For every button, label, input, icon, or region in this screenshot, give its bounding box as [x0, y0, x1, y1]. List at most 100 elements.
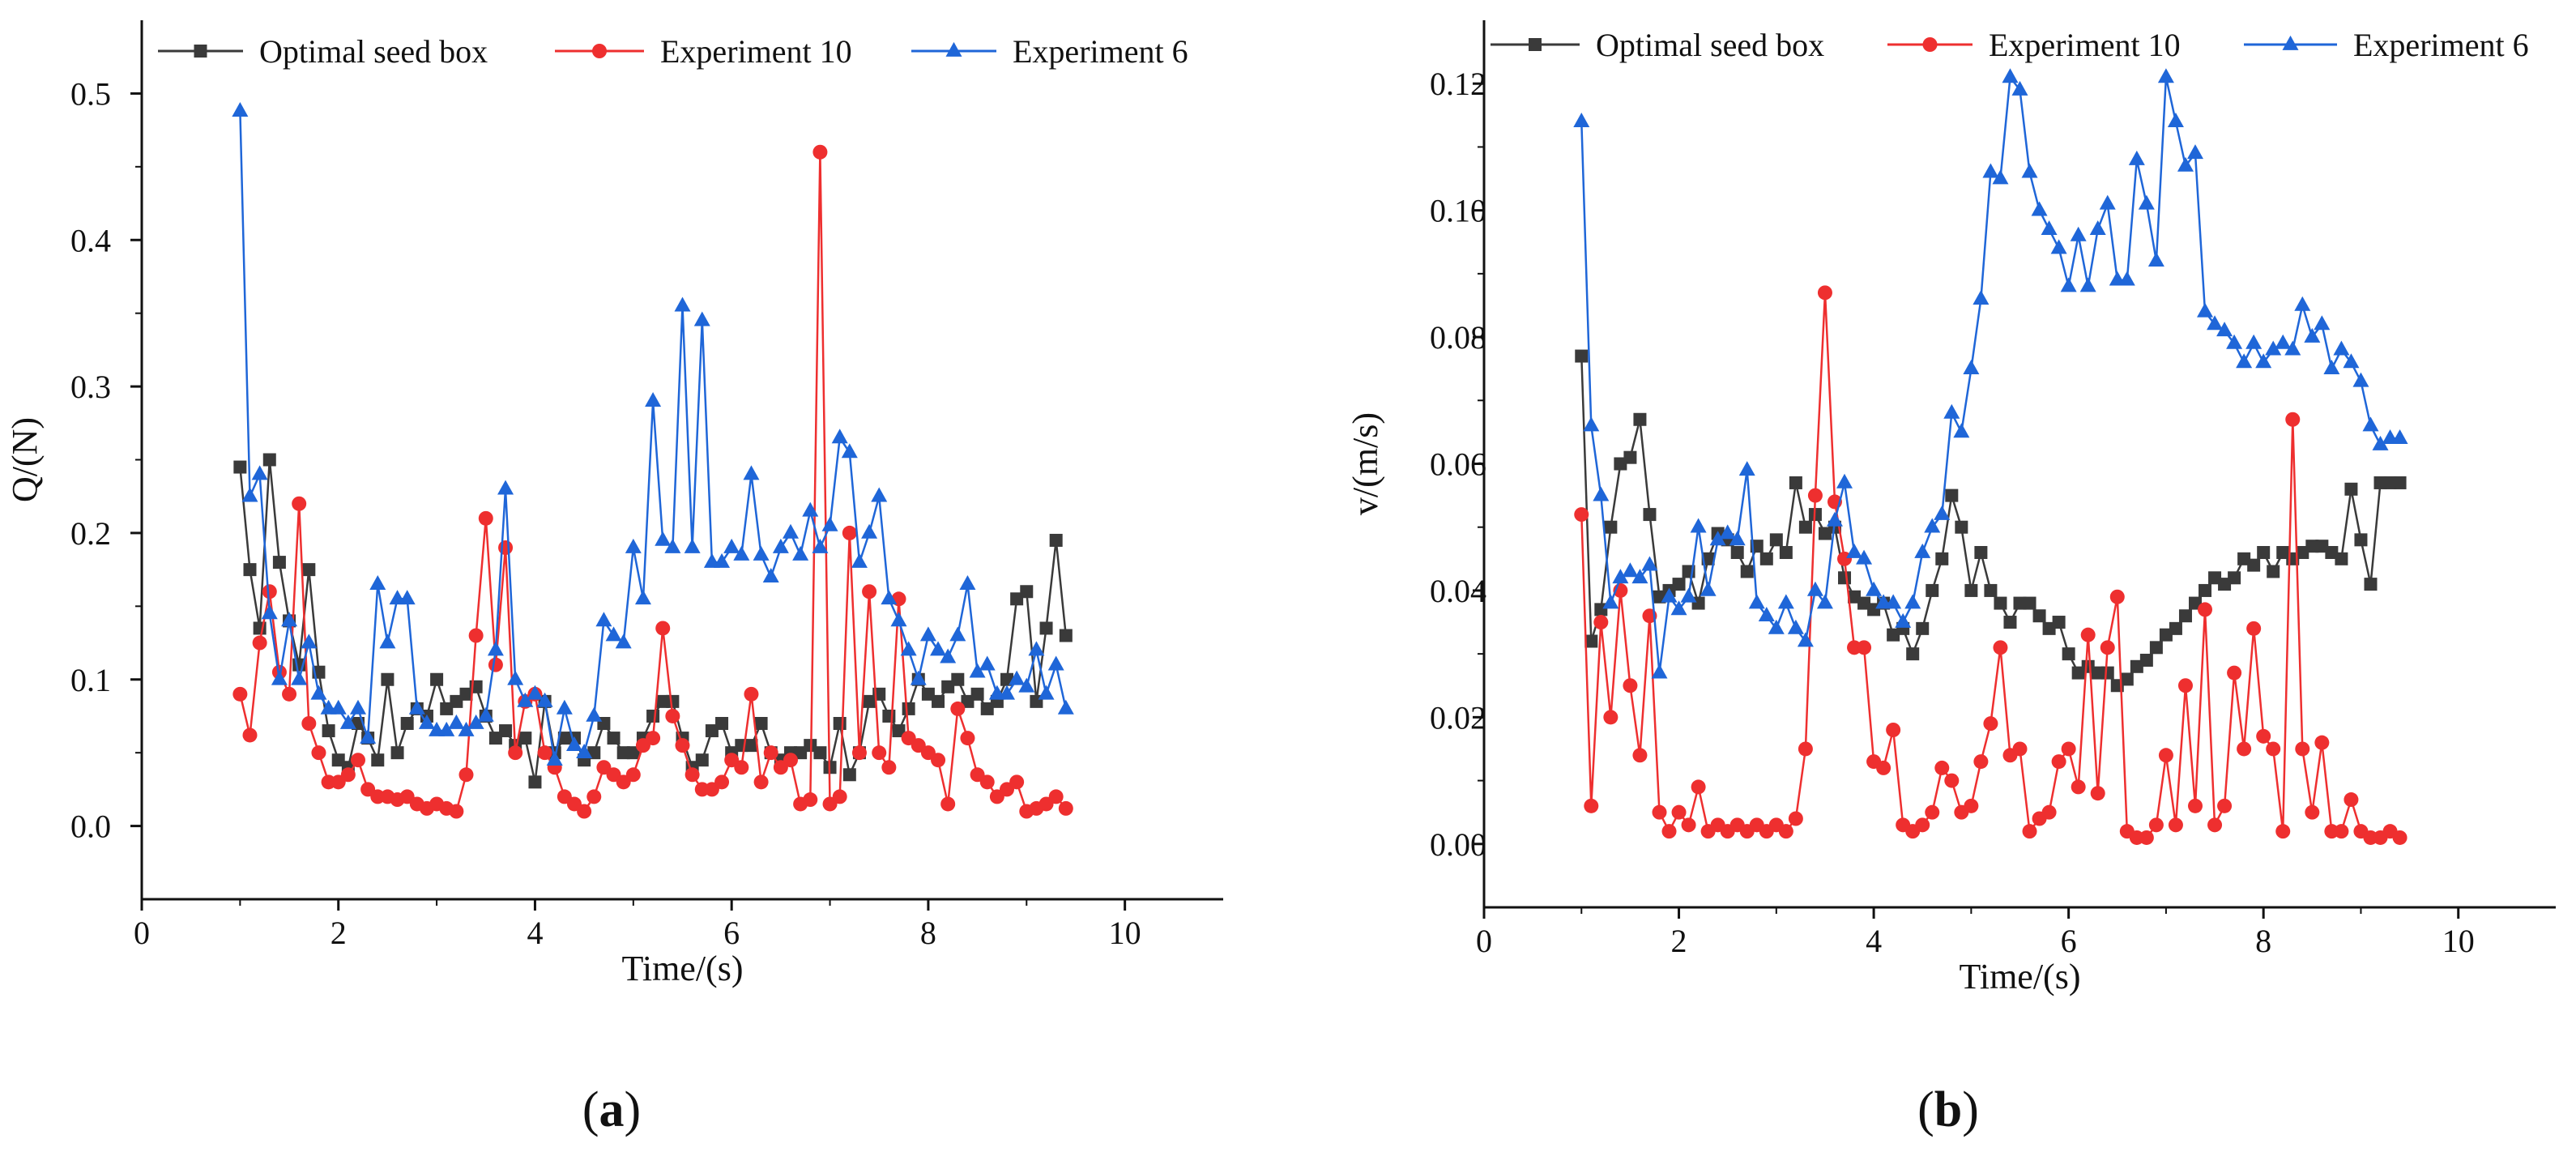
data-point-optimal [961, 694, 975, 708]
data-point-exp6 [458, 721, 475, 736]
y-tick-label: 0.12 [1430, 66, 1486, 102]
legend-label: Experiment 6 [2353, 27, 2529, 63]
data-point-exp6 [861, 523, 878, 539]
data-point-exp10 [1574, 507, 1589, 523]
data-point-optimal [1020, 585, 1034, 599]
legend-marker [194, 45, 207, 58]
data-point-exp6 [330, 699, 347, 715]
data-point-exp6 [1992, 169, 2009, 185]
data-point-exp10 [1671, 804, 1687, 820]
y-tick-label: 0.04 [1430, 573, 1486, 609]
data-point-optimal [2218, 578, 2232, 591]
data-point-exp6 [1914, 543, 1931, 558]
data-point-exp10 [940, 796, 956, 812]
data-point-exp6 [1670, 600, 1687, 616]
data-point-exp6 [1573, 112, 1590, 127]
data-point-exp6 [2089, 220, 2106, 235]
data-point-optimal [331, 753, 345, 767]
data-point-exp10 [763, 745, 778, 761]
data-point-exp10 [242, 727, 258, 743]
data-point-exp10 [1857, 640, 1872, 655]
data-point-optimal [2071, 666, 2085, 680]
data-point-exp6 [2226, 334, 2243, 349]
x-tick-label: 6 [723, 915, 740, 951]
data-point-exp6 [1904, 594, 1921, 609]
data-point-exp10 [2080, 627, 2096, 642]
legend-label: Optimal seed box [1596, 27, 1824, 63]
x-tick-label: 4 [527, 915, 543, 951]
data-point-exp10 [625, 767, 641, 783]
data-point-exp10 [842, 525, 857, 540]
data-point-optimal [2169, 621, 2182, 635]
data-point-exp6 [477, 706, 494, 722]
data-point-exp10 [1798, 741, 1813, 757]
data-point-optimal [1604, 520, 1618, 534]
data-point-optimal [381, 672, 395, 686]
x-axis-label: Time/(s) [1960, 957, 2081, 996]
data-point-exp10 [292, 496, 307, 511]
data-point-optimal [1623, 450, 1637, 464]
data-point-optimal [705, 724, 719, 738]
y-tick-label: 0.02 [1430, 699, 1486, 736]
data-point-exp10 [2207, 817, 2223, 833]
data-point-exp10 [2022, 824, 2037, 839]
data-point-exp6 [467, 714, 484, 729]
data-point-exp10 [2305, 804, 2320, 820]
data-point-optimal [2003, 616, 2017, 629]
data-point-exp6 [232, 101, 249, 117]
data-point-exp6 [1612, 569, 1629, 584]
data-point-optimal [2373, 476, 2387, 489]
legend-marker [945, 41, 962, 57]
data-point-exp6 [271, 670, 288, 685]
data-point-exp6 [1729, 531, 1746, 546]
data-point-exp6 [2041, 220, 2058, 235]
data-point-optimal [882, 709, 896, 723]
series-exp6 [232, 101, 1074, 766]
data-point-exp6 [2031, 201, 2048, 216]
data-point-exp6 [2284, 340, 2301, 356]
data-point-exp6 [1622, 562, 1639, 578]
x-axis-label: Time/(s) [622, 949, 744, 988]
data-point-exp6 [615, 634, 632, 649]
chart-panel-b: 0 2 4 6 8 10 0.00 0.02 0.04 0.06 0.08 0.10 0.12 Time/… [1346, 20, 2556, 1137]
data-point-exp10 [2392, 830, 2408, 845]
data-point-exp6 [693, 311, 710, 326]
data-point-exp6 [1768, 619, 1785, 634]
data-point-exp6 [556, 699, 573, 715]
data-point-exp6 [1680, 587, 1697, 603]
data-point-exp6 [2197, 302, 2214, 318]
data-point-optimal [656, 694, 670, 708]
data-point-optimal [2296, 546, 2309, 559]
data-point-optimal [2305, 540, 2319, 553]
data-point-exp6 [890, 612, 907, 627]
data-point-optimal [794, 746, 808, 760]
data-point-exp6 [360, 728, 377, 744]
data-point-exp10 [881, 760, 897, 775]
data-point-optimal [2199, 583, 2212, 597]
data-point-exp6 [949, 626, 966, 642]
data-point-optimal [1818, 527, 1832, 540]
data-point-exp10 [1788, 811, 1803, 826]
data-point-optimal [666, 694, 680, 708]
data-point-exp6 [999, 685, 1015, 700]
data-point-exp10 [351, 753, 365, 768]
data-point-exp6 [2167, 112, 2184, 127]
data-point-exp10 [586, 789, 602, 804]
data-point-exp6 [281, 612, 298, 627]
y-tick-label: 0.10 [1430, 193, 1486, 229]
data-point-optimal [892, 724, 906, 738]
data-point-exp6 [1953, 423, 1970, 438]
data-point-exp6 [1895, 612, 1912, 628]
data-point-optimal [744, 739, 758, 753]
data-point-optimal [941, 680, 955, 693]
y-tick-label: 0.5 [70, 75, 111, 112]
data-point-exp10 [2275, 824, 2291, 839]
legend-item-exp10: Experiment 10 [1887, 27, 2181, 63]
data-point-exp6 [2236, 353, 2253, 369]
data-point-exp6 [919, 626, 936, 642]
data-point-exp10 [2314, 735, 2330, 750]
data-point-exp10 [1681, 817, 1696, 833]
data-point-exp10 [812, 144, 828, 160]
data-point-exp6 [487, 641, 504, 656]
data-point-optimal [2237, 552, 2251, 565]
